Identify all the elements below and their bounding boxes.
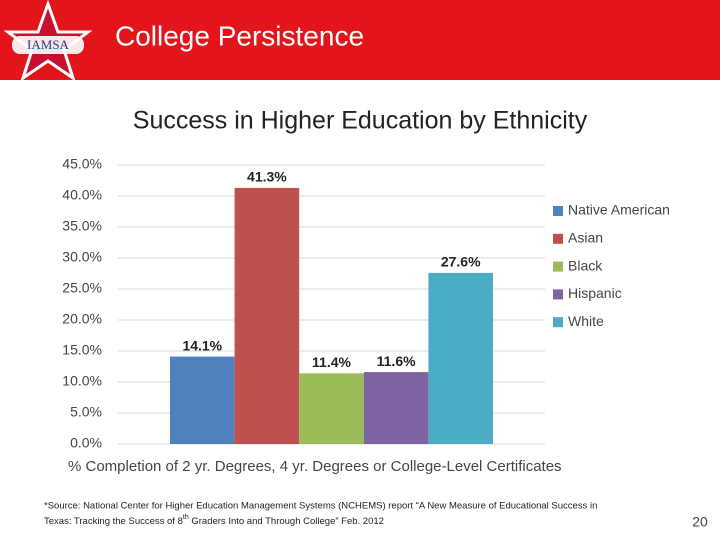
- y-tick-label: 10.0%: [62, 373, 102, 389]
- y-tick-label: 35.0%: [62, 218, 102, 234]
- header-bar: [0, 0, 720, 80]
- y-tick-label: 40.0%: [62, 187, 102, 203]
- legend-label: Black: [568, 257, 603, 273]
- legend-label: Hispanic: [568, 285, 622, 301]
- legend-label: White: [568, 313, 604, 329]
- bar: [428, 272, 493, 444]
- footnote-superscript: th: [183, 514, 189, 521]
- y-tick-label: 0.0%: [70, 435, 102, 451]
- footnote-text: Texas: Tracking the Success of 8: [44, 516, 183, 527]
- legend-label: Asian: [568, 230, 603, 246]
- y-tick-label: 30.0%: [62, 249, 102, 265]
- chart-title: Success in Higher Education by Ethnicity: [133, 107, 588, 135]
- data-label: 14.1%: [182, 337, 222, 353]
- y-tick-label: 5.0%: [70, 404, 102, 420]
- bar: [363, 372, 429, 444]
- header-title: College Persistence: [115, 20, 364, 51]
- legend-label: Native American: [568, 202, 670, 218]
- logo: IAMSA: [3, 0, 93, 82]
- footnote: *Source: National Center for Higher Educ…: [44, 501, 597, 512]
- y-tick-label: 25.0%: [62, 280, 102, 296]
- footnote: Texas: Tracking the Success of 8th Grade…: [44, 514, 384, 527]
- logo-text: IAMSA: [27, 37, 70, 52]
- bar: [299, 373, 364, 444]
- footnote-text: Graders Into and Through College” Feb. 2…: [189, 516, 384, 527]
- data-label: 27.6%: [441, 254, 481, 270]
- bar: [170, 356, 235, 444]
- legend-swatch: [553, 317, 563, 328]
- x-axis-label: % Completion of 2 yr. Degrees, 4 yr. Deg…: [68, 458, 562, 475]
- legend-swatch: [553, 233, 563, 244]
- legend-swatch: [553, 289, 563, 300]
- legend-swatch: [553, 261, 563, 272]
- data-label: 11.6%: [377, 353, 416, 369]
- legend-swatch: [553, 206, 563, 216]
- y-tick-label: 15.0%: [62, 342, 102, 358]
- data-label: 41.3%: [247, 169, 287, 185]
- data-label: 11.4%: [312, 354, 351, 370]
- bar: [234, 187, 300, 444]
- page-number: 20: [692, 514, 708, 530]
- y-tick-label: 20.0%: [62, 311, 102, 327]
- y-tick-label: 45.0%: [62, 156, 102, 172]
